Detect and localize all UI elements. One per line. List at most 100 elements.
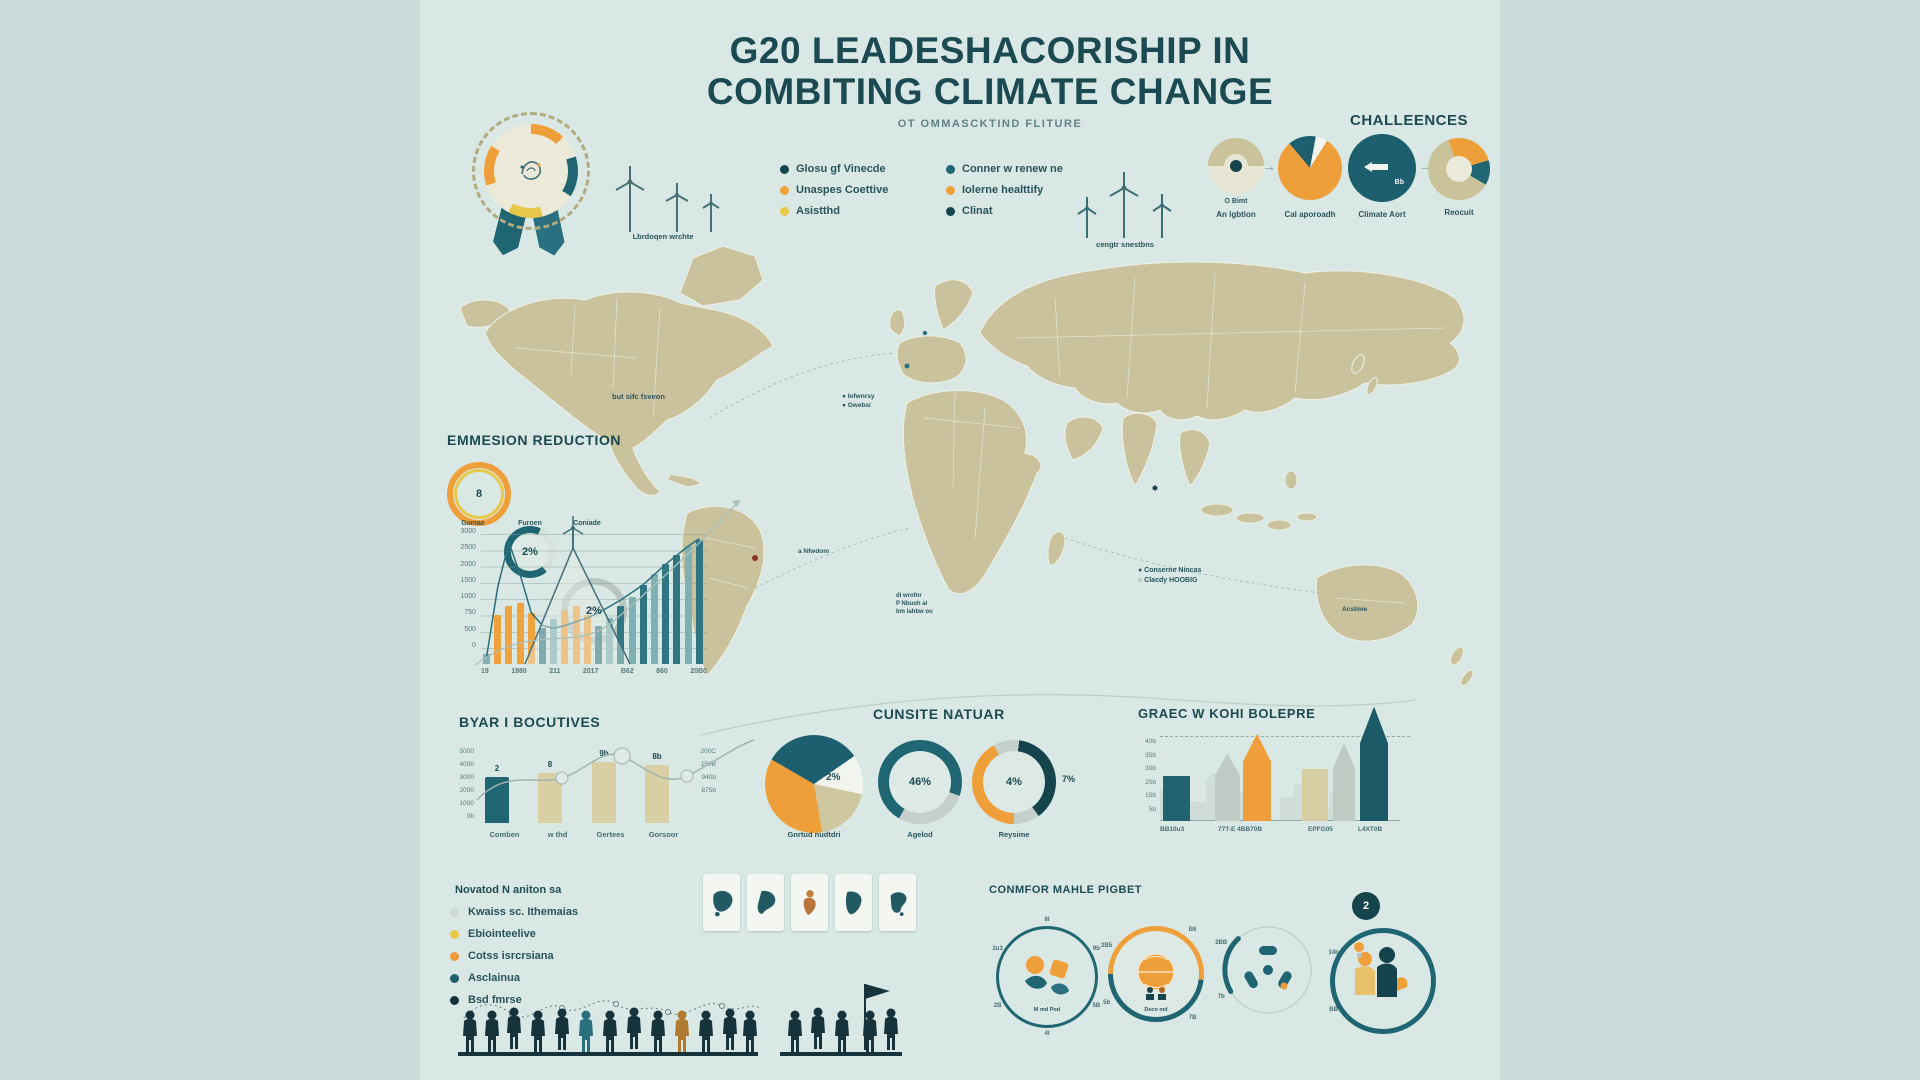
byar-bar — [592, 762, 616, 823]
circle-tick-label: 2u3 — [992, 945, 1003, 952]
map-marker-dot — [752, 555, 758, 561]
axis-tick-label: 1980 — [511, 668, 527, 675]
map-label-australia: Acstioie — [1342, 606, 1368, 613]
bullet-icon — [780, 164, 789, 174]
grade-bar — [1302, 769, 1328, 821]
emission-bar — [628, 597, 636, 664]
legend-item: Iolerne healttify — [946, 184, 1063, 196]
challenge-pie-approach — [1278, 136, 1342, 200]
circle-tick-label: 2B — [993, 1002, 1002, 1009]
bullet-icon — [450, 973, 459, 983]
turbines-left-caption: Lbrdoqen wrchte — [632, 232, 694, 241]
grade-y-axis: 40b 35b 30b 25b 15b 5b — [1134, 738, 1156, 819]
continent-card-icon — [835, 874, 872, 931]
bullet-icon — [946, 206, 955, 216]
list-item: Bsd fmrse — [450, 994, 578, 1006]
byar-trend-line — [476, 739, 755, 801]
axis-tick-label: 211 — [549, 668, 561, 675]
axis-tick-label: 500 — [464, 625, 476, 633]
turbines-mid-caption: cengtr snestbns — [1096, 240, 1154, 249]
common-circle-people: 14b BB — [1328, 928, 1436, 1034]
axis-tick-label: Gorsoor — [648, 830, 679, 839]
axis-tick-label: 40b — [1145, 738, 1156, 745]
emission-bar — [673, 555, 681, 664]
emission-bar — [561, 610, 569, 664]
initiatives-list: Kwaiss sc. Ithemaias Ebiointeelive Cotss… — [450, 906, 578, 1016]
axis-tick-label: 0b — [466, 813, 474, 820]
axis-tick-label: 3000 — [460, 528, 476, 535]
axis-tick-label: Comben — [489, 830, 520, 839]
emission-title: EMMESION REDUCTION — [447, 432, 622, 448]
byar-bar — [645, 764, 669, 823]
continent-card-icon — [747, 874, 784, 931]
axis-tick-label: 1000 — [459, 800, 474, 807]
circle-tick-label: 9b — [1092, 945, 1100, 952]
bullet-icon — [780, 206, 789, 216]
byar-y-axis-left: 5000 4000 3000 2000 1000 0b — [448, 748, 474, 826]
continent-card-icon — [791, 874, 828, 931]
emission-bar — [595, 625, 602, 664]
circle-tick-label: 2BB — [1215, 940, 1228, 946]
axis-tick-label: 860 — [656, 668, 668, 675]
legend-item: Conner w renew ne — [946, 163, 1063, 175]
axis-tick-label: 750 — [464, 609, 476, 617]
gauge3-caption: Coniade — [573, 520, 601, 527]
legend-item: Unaspes Coettive — [780, 184, 888, 196]
grade-title: GRAEC W KOHI BOLEPRE — [1138, 706, 1316, 721]
grade-bar — [1163, 776, 1190, 821]
emission-bar — [662, 564, 670, 664]
axis-tick-label: 2500 — [460, 544, 476, 552]
gauge2-caption: Furoen — [518, 520, 542, 527]
world-map — [459, 245, 1474, 687]
challenge-donut-result — [1428, 138, 1490, 200]
cunsite-side-value: 7% — [1062, 774, 1076, 784]
emission-bar — [651, 574, 658, 664]
challenge3-caption: Climate Aort — [1358, 210, 1406, 219]
emission-bar — [572, 606, 580, 664]
grade-chart — [1160, 703, 1400, 821]
circle-tick-label: 5B — [1092, 1002, 1101, 1009]
hands-icon — [1025, 956, 1069, 995]
legend-item: Clinat — [946, 205, 1063, 217]
grade-top-gridline — [1160, 736, 1410, 737]
emission-bar — [684, 546, 692, 664]
challenge1-caption: An lgbtion — [1216, 210, 1256, 219]
axis-tick-label: 30b — [1145, 765, 1156, 772]
legend-right: Conner w renew ne Iolerne healttify Clin… — [946, 163, 1063, 217]
wind-turbines-left-icon — [615, 166, 720, 232]
initiatives-heading: Novatod N aniton sa — [455, 884, 562, 896]
axis-tick-label: 940b — [701, 774, 716, 781]
emission-bar — [639, 584, 647, 664]
challenge-gauge-mitigation — [1208, 138, 1264, 194]
bar-value-label: 9b — [599, 749, 609, 759]
icon-cards-row — [703, 874, 916, 931]
cunsite-pie — [765, 735, 863, 833]
bullet-icon — [946, 185, 955, 195]
challenge3-inner-label: Bb — [1394, 179, 1404, 186]
axis-tick-label: L4XT0B — [1358, 826, 1383, 833]
emission-bar — [483, 653, 490, 664]
common-circle-recycle: 2BB 7b — [1215, 924, 1314, 1016]
bullet-icon — [946, 164, 955, 174]
axis-tick-label: 2000 — [460, 560, 476, 568]
continent-card-icon — [879, 874, 916, 931]
circle-tick-label: B6 — [1188, 927, 1197, 934]
circle-tick-label: 8I — [1044, 917, 1050, 923]
cunsite-pie-annotation: 2% — [826, 772, 841, 783]
map-label-na: but sifc fsveon — [612, 392, 665, 401]
subtitle: OT OMMASCKTIND FLITURE — [897, 118, 1083, 130]
cunsite-title: CUNSITE NATUAR — [873, 706, 1005, 722]
challenge1-legend: O Bimt — [1224, 198, 1248, 205]
emission-bar — [539, 628, 546, 664]
common-title: CONMFOR MAHLE PIGBET — [989, 884, 1142, 896]
medal-core — [494, 134, 568, 208]
challenge-pie-climate: Bb — [1348, 134, 1416, 202]
grade-bar — [1243, 733, 1271, 821]
axis-tick-label: BB10u3 — [1160, 826, 1185, 833]
continent-card-icon — [703, 874, 740, 931]
list-item: Cotss isrcrsiana — [450, 950, 578, 962]
emission-y-axis: 3000 2500 2000 1500 1000 750 500 0 — [440, 528, 476, 658]
circle-tick-label: 14b — [1328, 949, 1339, 956]
arrow-right-icon: → — [1262, 158, 1276, 174]
bullet-icon — [450, 951, 459, 961]
